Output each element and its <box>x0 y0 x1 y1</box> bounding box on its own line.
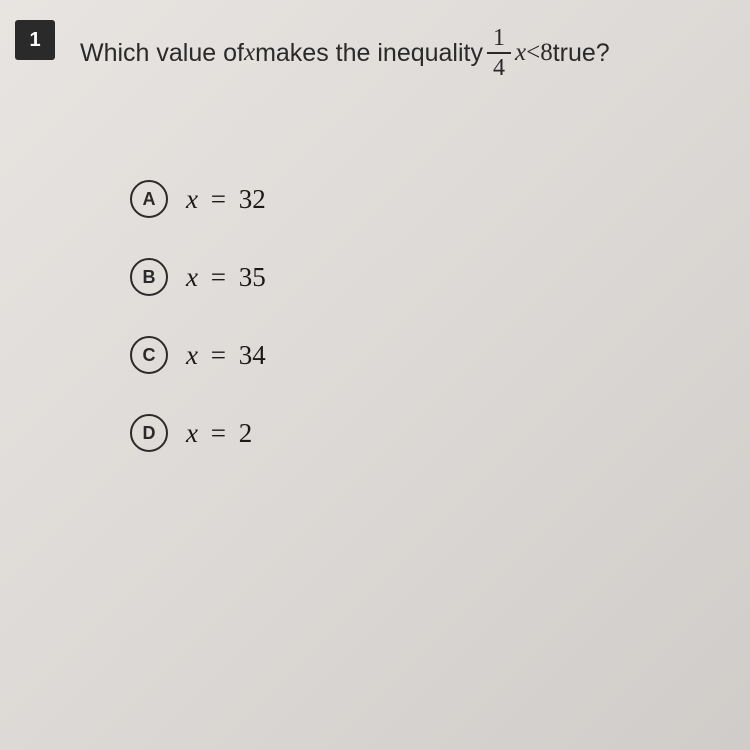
options-list: A x = 32 B x = 35 C x = 34 D x = 2 <box>0 100 750 452</box>
option-a[interactable]: A x = 32 <box>130 180 750 218</box>
option-c[interactable]: C x = 34 <box>130 336 750 374</box>
question-fraction: 1 4 <box>487 26 511 80</box>
question-text-part1: Which value of <box>80 33 244 73</box>
fraction-numerator: 1 <box>487 26 511 54</box>
option-letter-b: B <box>130 258 168 296</box>
option-letter-a: A <box>130 180 168 218</box>
option-c-var: x <box>186 340 198 370</box>
question-var-x2: x <box>515 33 526 73</box>
option-a-value: 32 <box>239 184 266 214</box>
question-number-badge: 1 <box>15 20 55 60</box>
question-text: Which value of x makes the inequality 1 … <box>80 20 610 80</box>
option-b[interactable]: B x = 35 <box>130 258 750 296</box>
question-value: 8 <box>540 33 553 73</box>
fraction-denominator: 4 <box>487 54 511 80</box>
option-text-c: x = 34 <box>186 340 266 371</box>
option-c-value: 34 <box>239 340 266 370</box>
option-c-eq: = <box>211 340 226 370</box>
option-d-var: x <box>186 418 198 448</box>
option-text-a: x = 32 <box>186 184 266 215</box>
option-letter-d: D <box>130 414 168 452</box>
question-lt: < <box>526 33 540 73</box>
option-a-var: x <box>186 184 198 214</box>
option-text-d: x = 2 <box>186 418 252 449</box>
option-letter-c: C <box>130 336 168 374</box>
option-a-eq: = <box>211 184 226 214</box>
question-var-x1: x <box>244 33 255 73</box>
option-b-var: x <box>186 262 198 292</box>
question-header: 1 Which value of x makes the inequality … <box>0 0 750 100</box>
option-d-eq: = <box>211 418 226 448</box>
question-text-part2: makes the inequality <box>255 33 483 73</box>
option-b-eq: = <box>211 262 226 292</box>
question-text-part3: true? <box>553 33 610 73</box>
option-b-value: 35 <box>239 262 266 292</box>
option-d[interactable]: D x = 2 <box>130 414 750 452</box>
option-d-value: 2 <box>239 418 253 448</box>
option-text-b: x = 35 <box>186 262 266 293</box>
